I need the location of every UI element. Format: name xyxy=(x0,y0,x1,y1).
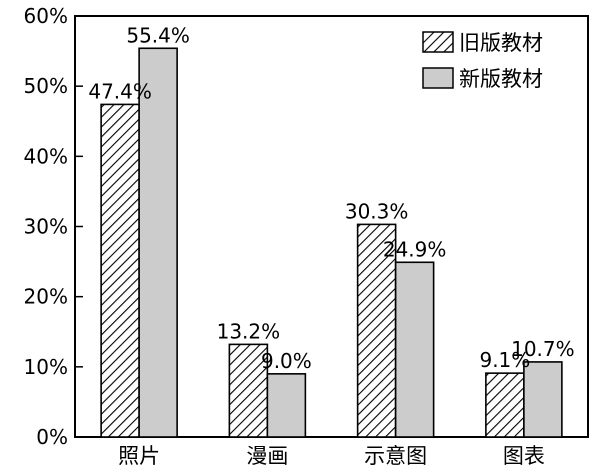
bar-new xyxy=(394,261,435,438)
x-tick-label: 示意图 xyxy=(364,444,427,468)
x-tick-label: 漫画 xyxy=(246,444,288,468)
y-tick-label: 60% xyxy=(24,4,68,28)
legend-swatch-new xyxy=(422,67,454,89)
x-tick-label: 照片 xyxy=(118,444,160,468)
data-label: 55.4% xyxy=(126,23,190,47)
y-tick-label: 50% xyxy=(24,74,68,98)
bar-old xyxy=(485,372,525,438)
bar-new xyxy=(266,373,307,438)
data-label: 47.4% xyxy=(88,79,152,103)
legend-swatch-old xyxy=(422,31,454,53)
bar-old xyxy=(228,343,269,438)
y-tick-label: 40% xyxy=(24,144,68,168)
bar-new xyxy=(523,361,563,438)
data-label: 24.9% xyxy=(383,237,447,261)
axes: 0% 10% 20% 30% 40% 50% 60% 照片 漫画 示意图 图表 xyxy=(24,4,589,468)
bars xyxy=(100,47,563,438)
data-label: 10.7% xyxy=(511,337,575,361)
data-label: 9.1% xyxy=(479,348,530,372)
y-tick-label: 30% xyxy=(24,215,68,239)
legend-label: 旧版教材 xyxy=(459,31,543,55)
bar-old xyxy=(100,103,140,438)
legend-label: 新版教材 xyxy=(459,67,543,91)
y-tick-label: 0% xyxy=(36,425,68,449)
data-label: 30.3% xyxy=(345,199,409,223)
data-labels: 47.4% 55.4% 13.2% 9.0% 30.3% 24.9% 9.1%10.7% xyxy=(88,23,574,373)
data-label: 9.0% xyxy=(261,349,312,373)
data-label: 13.2% xyxy=(217,319,281,343)
bar-new xyxy=(138,47,178,438)
y-tick-label: 10% xyxy=(24,355,68,379)
y-tick-label: 20% xyxy=(24,285,68,309)
bar-old xyxy=(356,223,397,438)
x-tick-label: 图表 xyxy=(503,444,545,468)
